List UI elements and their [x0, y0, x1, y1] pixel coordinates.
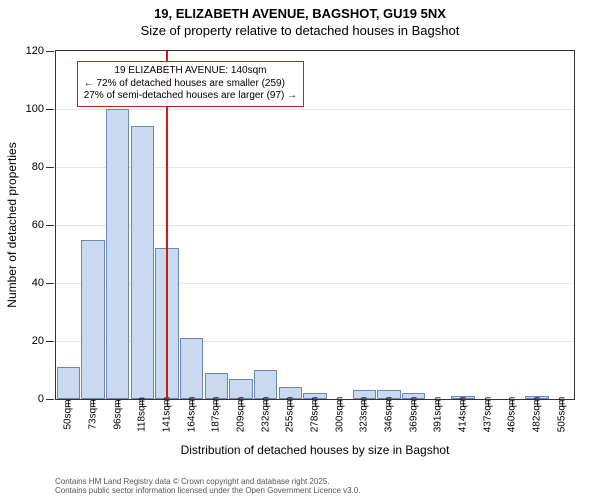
y-tick	[46, 399, 54, 400]
bar	[81, 240, 104, 400]
bar	[106, 109, 129, 399]
bar	[57, 367, 80, 399]
y-tick	[46, 51, 54, 52]
y-tick-label: 60	[32, 219, 44, 231]
chart-title-line2: Size of property relative to detached ho…	[0, 21, 600, 38]
x-tick-label: 505sqm	[556, 397, 567, 433]
x-axis-title: Distribution of detached houses by size …	[181, 443, 450, 457]
bar	[205, 373, 228, 399]
bar	[254, 370, 277, 399]
x-tick-label: 255sqm	[285, 397, 296, 433]
x-tick-label: 164sqm	[186, 397, 197, 433]
x-tick-label: 482sqm	[532, 397, 543, 433]
y-tick-label: 120	[26, 45, 44, 57]
y-tick	[46, 225, 54, 226]
x-tick-label: 73sqm	[88, 399, 99, 429]
x-tick-label: 391sqm	[433, 397, 444, 433]
annotation-box: 19 ELIZABETH AVENUE: 140sqm← 72% of deta…	[77, 61, 304, 107]
footer-attribution: Contains HM Land Registry data © Crown c…	[55, 477, 361, 496]
gridline	[56, 109, 574, 110]
x-tick-label: 141sqm	[162, 397, 173, 433]
footer-line2: Contains public sector information licen…	[55, 486, 361, 496]
y-tick	[46, 109, 54, 110]
x-tick-label: 323sqm	[359, 397, 370, 433]
x-tick-label: 187sqm	[211, 397, 222, 433]
annotation-line1: 19 ELIZABETH AVENUE: 140sqm	[84, 65, 297, 78]
x-tick-label: 232sqm	[260, 397, 271, 433]
x-tick-label: 50sqm	[63, 399, 74, 429]
chart-container: 19, ELIZABETH AVENUE, BAGSHOT, GU19 5NX …	[0, 0, 600, 500]
x-tick-label: 460sqm	[507, 397, 518, 433]
y-tick-label: 80	[32, 161, 44, 173]
chart-title-line1: 19, ELIZABETH AVENUE, BAGSHOT, GU19 5NX	[0, 0, 600, 21]
y-tick-label: 20	[32, 335, 44, 347]
x-tick-label: 118sqm	[137, 397, 148, 432]
x-tick-label: 346sqm	[384, 397, 395, 433]
x-tick-label: 437sqm	[482, 397, 493, 433]
bar	[180, 338, 203, 399]
x-tick-label: 209sqm	[236, 397, 247, 433]
y-tick-label: 40	[32, 277, 44, 289]
x-tick-label: 278sqm	[310, 397, 321, 433]
y-tick-label: 100	[26, 103, 44, 115]
footer-line1: Contains HM Land Registry data © Crown c…	[55, 477, 361, 487]
x-tick-label: 96sqm	[112, 399, 123, 429]
y-tick	[46, 283, 54, 284]
x-tick-label: 414sqm	[458, 397, 469, 433]
y-tick-label: 0	[38, 393, 44, 405]
bar	[131, 126, 154, 399]
y-tick	[46, 341, 54, 342]
y-tick	[46, 167, 54, 168]
annotation-line2: ← 72% of detached houses are smaller (25…	[84, 78, 297, 91]
annotation-line3: 27% of semi-detached houses are larger (…	[84, 90, 297, 103]
x-tick-label: 300sqm	[334, 397, 345, 433]
x-tick-label: 369sqm	[408, 397, 419, 433]
plot-area: Distribution of detached houses by size …	[55, 50, 575, 400]
y-axis-title: Number of detached properties	[5, 142, 19, 307]
